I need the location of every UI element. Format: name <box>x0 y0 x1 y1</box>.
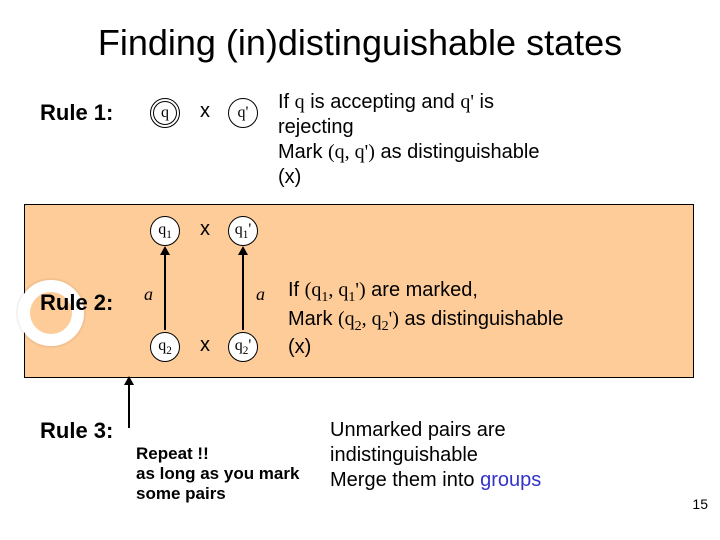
edge-q2-q1 <box>164 252 166 330</box>
t: Mark <box>278 141 328 163</box>
t: (x) <box>288 336 311 358</box>
state-q: q <box>150 98 180 128</box>
edge-q2p-q1p <box>242 252 244 330</box>
state-q2prime: q2' <box>228 332 258 362</box>
t: some pairs <box>136 484 226 503</box>
edge-label-a-left: a <box>144 284 153 305</box>
t: Unmarked pairs are <box>330 419 506 441</box>
rule2-x-bottom: x <box>200 334 210 357</box>
t: 2 <box>355 319 362 334</box>
arrowhead-q1p-icon <box>238 246 248 255</box>
state-q2-text: q2 <box>158 337 172 357</box>
state-q1-text: q1 <box>158 221 172 241</box>
arrowhead-q1-icon <box>160 246 170 255</box>
groups-text: groups <box>480 469 541 491</box>
t: is accepting and <box>305 91 461 113</box>
state-q1: q1 <box>150 216 180 246</box>
t: ') <box>355 279 365 301</box>
t: , q <box>362 308 382 330</box>
edge-label-a-right: a <box>256 284 265 305</box>
rule3-label: Rule 3: <box>40 418 113 444</box>
t: as distinguishable <box>399 308 564 330</box>
t: q' <box>460 91 474 113</box>
rule1-description: If q is accepting and q' is rejecting Ma… <box>278 90 698 190</box>
t: (q, q') <box>328 141 375 163</box>
rule2-description: If (q1, q1') are marked, Mark (q2, q2') … <box>288 278 688 360</box>
t: are marked, <box>366 279 478 301</box>
state-qprime: q' <box>228 98 258 128</box>
t: Merge them into <box>330 469 480 491</box>
t: If <box>288 279 305 301</box>
slide-title: Finding (in)distinguishable states <box>0 22 720 64</box>
t: ') <box>389 308 399 330</box>
rule3-arrowhead-icon <box>124 376 134 385</box>
t: is <box>474 91 494 113</box>
rule3-arrow-line <box>128 382 130 428</box>
t: If <box>278 91 295 113</box>
t: (q <box>338 308 355 330</box>
t: Repeat !! <box>136 444 209 463</box>
rule1-label: Rule 1: <box>40 100 113 126</box>
state-q1prime: q1' <box>228 216 258 246</box>
rule2-label: Rule 2: <box>40 290 113 316</box>
state-q2: q2 <box>150 332 180 362</box>
rule1-x: x <box>200 100 210 123</box>
state-q2prime-text: q2' <box>235 337 251 357</box>
state-qprime-text: q' <box>238 104 249 122</box>
t: (q <box>305 279 322 301</box>
t: rejecting <box>278 116 354 138</box>
page-number: 15 <box>692 496 708 512</box>
t: as distinguishable <box>375 141 540 163</box>
t: as long as you mark <box>136 464 299 483</box>
rule2-x-top: x <box>200 218 210 241</box>
t: indistinguishable <box>330 444 478 466</box>
repeat-text: Repeat !! as long as you mark some pairs <box>136 444 299 504</box>
t: Mark <box>288 308 338 330</box>
t: q <box>295 91 305 113</box>
t: 2 <box>382 319 389 334</box>
state-q-text: q <box>161 104 169 122</box>
rule3-description: Unmarked pairs are indistinguishable Mer… <box>330 418 690 493</box>
t: , q <box>328 279 348 301</box>
state-q1prime-text: q1' <box>235 221 251 241</box>
t: (x) <box>278 166 301 188</box>
